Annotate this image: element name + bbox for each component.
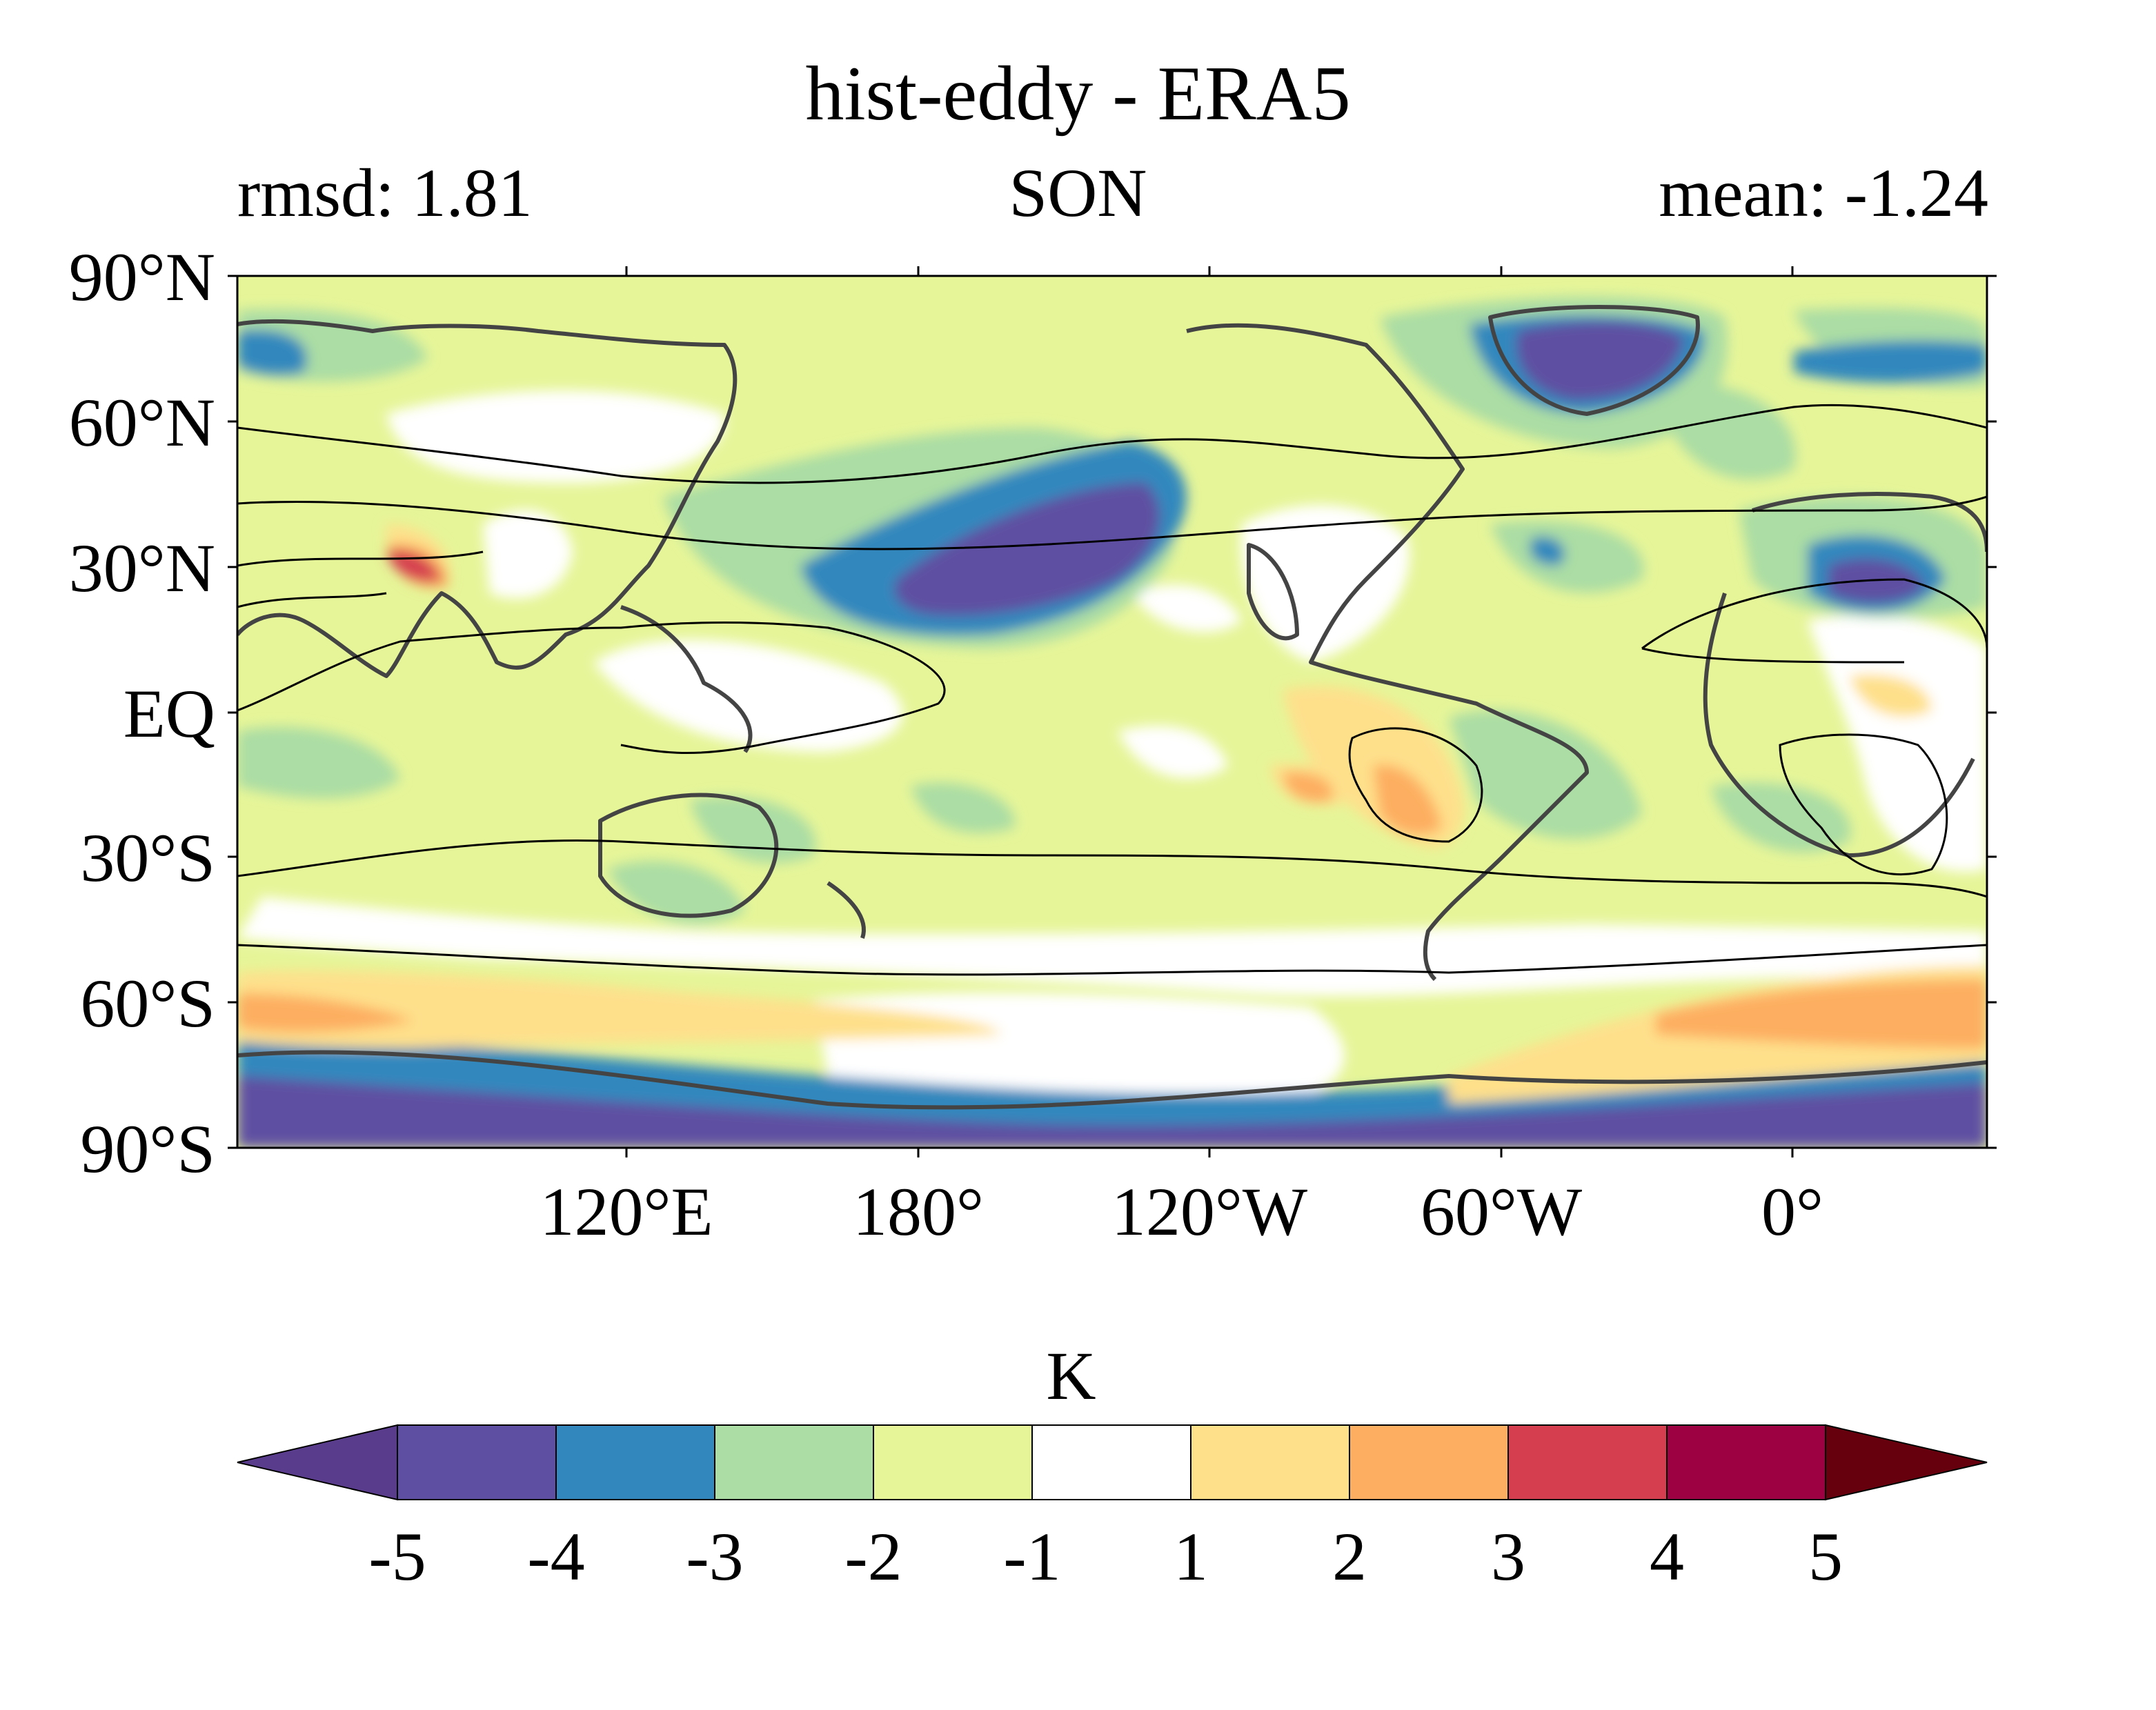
- colorbar-tick-label: -3: [686, 1518, 743, 1595]
- colorbar-under-arrow: [237, 1424, 398, 1501]
- colorbar-swatch: [1666, 1424, 1826, 1500]
- mean-label: mean: -1.24: [1659, 155, 1988, 231]
- colorbar-tick-label: 4: [1650, 1518, 1684, 1595]
- lat-label-60n: 60°N: [69, 384, 215, 461]
- lon-label-120e: 120°E: [540, 1173, 713, 1250]
- colorbar-tick-label: 5: [1808, 1518, 1843, 1595]
- lon-label-120w: 120°W: [1111, 1173, 1308, 1250]
- colorbar-tick-label: 3: [1491, 1518, 1525, 1595]
- lon-label-0: 0°: [1761, 1173, 1823, 1250]
- lon-label-60w: 60°W: [1421, 1173, 1583, 1250]
- lat-label-eq: EQ: [123, 675, 215, 752]
- colorbar-tick-labels: -5 -4 -3 -2 -1 1 2 3 4 5: [368, 1518, 1843, 1595]
- colorbar-swatch: [1507, 1424, 1668, 1500]
- colorbar-tick-label: -1: [1003, 1518, 1060, 1595]
- colorbar-swatch: [555, 1424, 715, 1500]
- colorbar-swatch: [873, 1424, 1033, 1500]
- season-label: SON: [1009, 155, 1147, 231]
- colorbar: -5 -4 -3 -2 -1 1 2 3 4 5: [237, 1424, 1988, 1595]
- colorbar-tick-label: 1: [1174, 1518, 1208, 1595]
- colorbar-swatch: [1190, 1424, 1350, 1500]
- lon-label-180: 180°: [853, 1173, 984, 1250]
- colorbar-units: K: [1046, 1338, 1096, 1414]
- colorbar-tick-label: 2: [1332, 1518, 1367, 1595]
- colorbar-swatches: [397, 1424, 1826, 1500]
- coastlines: [237, 305, 1987, 1110]
- colorbar-swatch: [1349, 1424, 1509, 1500]
- colorbar-tick-label: -5: [368, 1518, 426, 1595]
- rmsd-label: rmsd: 1.81: [237, 155, 533, 231]
- anomaly-field: [237, 297, 1987, 1148]
- lat-label-90n: 90°N: [69, 239, 215, 315]
- colorbar-tick-label: -4: [527, 1518, 584, 1595]
- longitude-labels: 120°E 180° 120°W 60°W 0°: [540, 1173, 1823, 1250]
- colorbar-swatch: [397, 1424, 557, 1500]
- lat-label-60s: 60°S: [80, 965, 215, 1042]
- latitude-labels: 90°N 60°N 30°N EQ 30°S 60°S 90°S: [69, 239, 215, 1187]
- colorbar-swatch: [714, 1424, 874, 1500]
- colorbar-swatch: [1031, 1424, 1191, 1500]
- lat-label-90s: 90°S: [80, 1111, 215, 1187]
- lat-label-30n: 30°N: [69, 530, 215, 606]
- map-panel: [237, 276, 1987, 1148]
- colorbar-over-arrow: [1825, 1424, 1988, 1501]
- climatology-contours: [237, 404, 1987, 976]
- tick-marks: [228, 266, 1997, 1157]
- map-title: hist-eddy - ERA5: [805, 51, 1351, 137]
- colorbar-tick-label: -2: [844, 1518, 902, 1595]
- lat-label-30s: 30°S: [80, 819, 215, 896]
